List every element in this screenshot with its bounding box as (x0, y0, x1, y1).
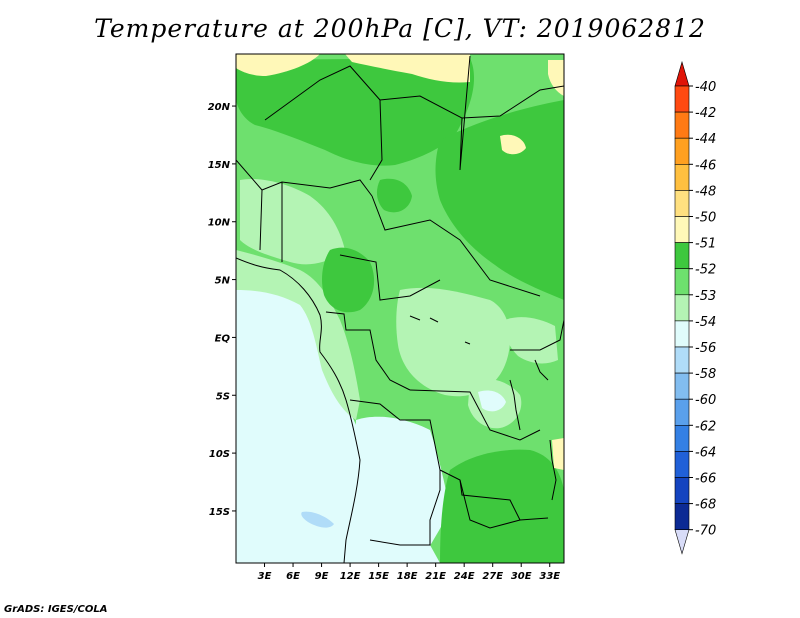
lake-malawi (549, 439, 557, 501)
colorbar-label: -70 (695, 524, 716, 539)
colorbar-bottom-arrow (674, 529, 690, 555)
colorbar-swatch (674, 294, 690, 322)
colorbar-label: -64 (695, 445, 716, 460)
latitude-axis: 20N 15N 10N 5N EQ 5S 10S 15S (208, 102, 236, 518)
field-ocean-56 (236, 289, 440, 563)
border-c-3 (325, 311, 411, 391)
colorbar-swatch (674, 137, 690, 165)
colorbar-swatch (674, 424, 690, 452)
colorbar-swatch (674, 320, 690, 348)
border-c-2 (339, 254, 441, 301)
field-ne-52 (435, 100, 564, 300)
lat-tick-label: 5N (215, 276, 231, 287)
lon-tick-label: 33E (539, 571, 560, 582)
grads-credit: GrADS: IGES/COLA (4, 604, 108, 615)
map-title: Temperature at 200hPa [C], VT: 201906281… (94, 14, 706, 43)
lon-tick-label: 18E (397, 571, 418, 582)
lon-tick-label: 9E (315, 571, 329, 582)
colorbar-label: -60 (695, 393, 716, 408)
lon-tick-label: 6E (286, 571, 300, 582)
field-nw-51 (236, 54, 320, 76)
colorbar-swatch (674, 268, 690, 296)
colorbar-swatch (674, 477, 690, 504)
border-s-3 (369, 470, 441, 546)
border-w-1 (236, 159, 373, 197)
colorbar-swatch (674, 190, 690, 217)
field-n-51 (345, 54, 470, 83)
lon-tick-label: 30E (511, 571, 532, 582)
colorbar-swatch (674, 451, 690, 478)
field-west-54 (240, 178, 345, 265)
colorbar-label: -42 (695, 106, 716, 121)
lat-tick-label: 5S (216, 391, 230, 402)
colorbar-label: -56 (695, 341, 716, 356)
colorbar-swatch (674, 111, 690, 139)
border-w-2 (259, 182, 283, 262)
lat-tick-label: 10N (208, 218, 231, 229)
field-mid-52 (322, 247, 375, 313)
field-patch-52a (376, 178, 412, 213)
lon-tick-label: 24E (454, 571, 475, 582)
colorbar-label: -51 (695, 237, 716, 252)
field-se-52 (440, 449, 564, 563)
lon-tick-label: 12E (340, 571, 361, 582)
colorbar-label: -44 (695, 132, 716, 147)
colorbar-label: -46 (695, 158, 716, 173)
colorbar-label: -68 (695, 498, 716, 513)
colorbar-label: -53 (695, 289, 716, 304)
colorbar-swatch (674, 216, 690, 243)
border-s-1 (349, 399, 549, 529)
colorbar-swatch (674, 164, 690, 191)
colorbar-label: -52 (695, 263, 716, 278)
border-e-1 (510, 319, 564, 351)
border-c-1 (371, 195, 541, 297)
field-north-52 (236, 58, 475, 166)
longitude-axis: 3E 6E 9E 12E 15E 18E 21E 24E 27E 30E 33E (258, 563, 560, 582)
lon-tick-label: 21E (425, 571, 446, 582)
field-coast-54 (236, 250, 360, 420)
field-patch-51 (500, 134, 526, 155)
lon-tick-label: 3E (258, 571, 272, 582)
colorbar-top-arrow (674, 60, 690, 87)
lat-tick-label: 15S (209, 507, 230, 518)
border-n-3 (461, 85, 564, 119)
lat-tick-label: 10S (209, 449, 230, 460)
field-patch-58 (301, 511, 334, 528)
field-center-54 (396, 287, 510, 397)
colorbar-swatch (674, 503, 690, 531)
colorbar-label: -58 (695, 367, 716, 382)
lat-tick-label: 15N (208, 160, 231, 171)
colorbar-swatch (674, 346, 690, 374)
river-1 (409, 315, 471, 345)
border-n-1 (264, 65, 383, 181)
lakes-east (509, 359, 549, 431)
lat-tick-label: EQ (215, 333, 231, 344)
colorbar-label: -54 (695, 315, 716, 330)
colorbar-label: -50 (695, 211, 716, 226)
colorbar-label: -40 (695, 80, 716, 95)
border-s-2 (409, 389, 541, 441)
colorbar-label: -66 (695, 472, 716, 487)
colorbar-label: -48 (695, 184, 716, 199)
field-lake-56 (478, 390, 506, 412)
field-ne-54 (504, 317, 558, 364)
field-south-56 (355, 416, 450, 563)
colorbar-swatch (674, 85, 690, 113)
lat-tick-label: 20N (208, 102, 231, 113)
shaded-field (236, 54, 564, 563)
colorbar-swatch (674, 398, 690, 426)
colorbar-swatch (674, 242, 690, 270)
colorbar: -40 -42 -44 -46 -48 -50 -51 -52 -53 -54 -56 -58 -60 -… (674, 60, 716, 555)
field-east-51 (552, 438, 564, 470)
lon-tick-label: 27E (482, 571, 503, 582)
borders (236, 55, 564, 563)
colorbar-label: -62 (695, 419, 716, 434)
border-s-4 (459, 479, 521, 521)
colorbar-swatch (674, 372, 690, 400)
lon-tick-label: 15E (368, 571, 389, 582)
map-frame (235, 53, 565, 564)
coastline-west (236, 257, 361, 563)
